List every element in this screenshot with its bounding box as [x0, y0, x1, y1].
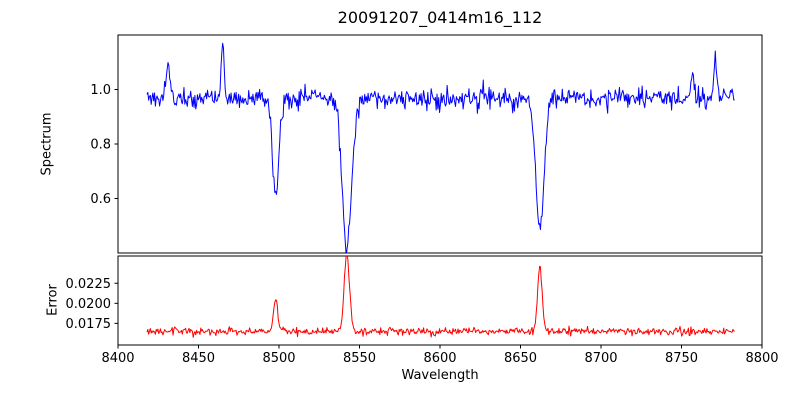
- axes-panel-spectrum: [117, 34, 763, 254]
- y-tick-label: 0.8: [90, 138, 111, 153]
- x-tick-label: 8400: [101, 351, 134, 366]
- error-line: [146, 256, 735, 338]
- x-tick-label: 8650: [504, 351, 537, 366]
- x-tick-label: 8700: [584, 351, 617, 366]
- x-tick-label: 8600: [423, 351, 456, 366]
- x-tick-label: 8800: [745, 351, 778, 366]
- y-tick-label: 0.0225: [66, 277, 112, 292]
- y-tick-label: 1.0: [90, 83, 111, 98]
- x-tick-label: 8750: [665, 351, 698, 366]
- spectrum-line: [146, 42, 735, 253]
- x-tick-label: 8450: [182, 351, 215, 366]
- y-tick-label: 0.6: [90, 192, 111, 207]
- x-axis-label: Wavelength: [401, 368, 479, 383]
- x-tick-label: 8500: [262, 351, 295, 366]
- plot-title: 20091207_0414m16_112: [337, 8, 543, 27]
- y-tick-label: 0.0200: [66, 297, 112, 312]
- y-tick-label: 0.0175: [66, 317, 112, 332]
- x-tick-label: 8550: [343, 351, 376, 366]
